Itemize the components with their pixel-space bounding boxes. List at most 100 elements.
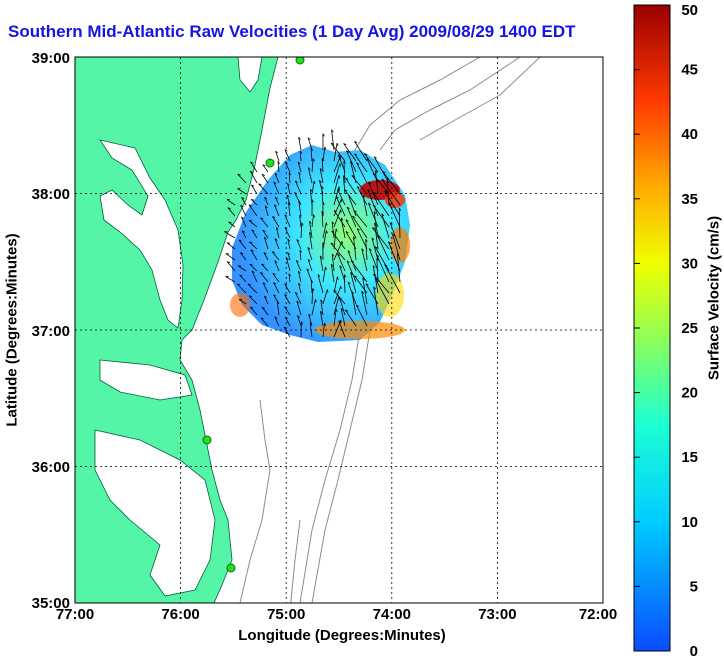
- velocity-arrow-head: [338, 175, 341, 179]
- velocity-arrow-head: [337, 253, 341, 256]
- velocity-arrow: [354, 153, 368, 173]
- velocity-arrow-head: [287, 183, 290, 186]
- colorbar-tick-label: 50: [681, 2, 698, 19]
- velocity-arrow: [352, 215, 368, 239]
- velocity-arrow: [386, 177, 390, 206]
- velocity-arrow: [362, 277, 368, 305]
- velocity-arrow: [322, 146, 326, 162]
- velocity-arrow: [320, 299, 324, 316]
- velocity-arrow-head: [241, 216, 245, 220]
- velocity-arrow: [283, 326, 291, 338]
- velocity-arrow-head: [248, 219, 253, 222]
- velocity-arrow-head: [284, 294, 288, 297]
- velocity-arrow-head: [273, 282, 277, 285]
- velocity-arrow-head: [239, 274, 243, 277]
- velocity-arrow: [240, 204, 247, 217]
- velocity-arrow: [343, 274, 346, 294]
- velocity-arrow-head: [315, 299, 317, 303]
- velocity-arrow: [274, 197, 280, 206]
- y-tick-label: 36:00: [32, 459, 70, 476]
- velocity-arrow: [381, 178, 401, 206]
- velocity-arrow-head: [319, 179, 322, 183]
- velocity-arrow: [337, 154, 346, 173]
- bathymetry-contours: [239, 57, 541, 603]
- velocity-arrow: [276, 301, 280, 316]
- velocity-arrow-head: [251, 184, 255, 187]
- velocity-arrow: [241, 216, 247, 228]
- velocity-arrow: [264, 197, 269, 206]
- velocity-arrow: [368, 181, 379, 206]
- velocity-arrow-head: [377, 235, 381, 239]
- velocity-arrow: [274, 316, 280, 327]
- map-axes: [74, 56, 604, 604]
- velocity-arrow: [295, 260, 302, 272]
- velocity-arrow: [311, 288, 314, 305]
- velocity-arrow-head: [346, 206, 350, 210]
- velocity-arrow-head: [286, 194, 290, 198]
- velocity-arrow: [272, 216, 280, 228]
- velocity-arrow-head: [312, 288, 315, 292]
- velocity-arrow-head: [398, 207, 402, 211]
- velocity-arrow-head: [308, 167, 311, 171]
- velocity-arrow: [331, 221, 335, 239]
- velocity-arrow-head: [348, 195, 352, 199]
- velocity-arrow-head: [356, 228, 360, 231]
- velocity-arrow-head: [330, 263, 334, 267]
- y-tick-label: 37:00: [32, 323, 70, 340]
- velocity-arrow: [355, 304, 368, 327]
- velocity-arrow-head: [338, 296, 340, 301]
- velocity-arrow-head: [373, 273, 377, 276]
- velocity-arrow-head: [298, 270, 301, 274]
- velocity-arrow: [237, 188, 247, 195]
- velocity-arrow-head: [299, 150, 303, 154]
- velocity-arrow: [333, 156, 341, 173]
- velocity-arrow-head: [307, 259, 311, 262]
- velocity-arrow: [249, 263, 258, 272]
- velocity-arrow: [340, 217, 346, 239]
- velocity-arrow: [307, 137, 313, 151]
- velocity-arrow: [251, 270, 258, 283]
- velocity-arrow: [333, 163, 341, 184]
- velocity-arrow: [310, 280, 313, 294]
- velocity-arrow-head: [347, 281, 351, 285]
- velocity-arrow: [248, 204, 258, 217]
- velocity-arrow-head: [365, 283, 369, 286]
- velocity-arrow: [311, 158, 314, 173]
- velocity-arrow-head: [321, 185, 324, 189]
- velocity-arrow: [346, 150, 357, 173]
- velocity-arrow-head: [249, 295, 253, 298]
- velocity-arrow: [236, 283, 247, 294]
- velocity-arrow: [296, 239, 302, 250]
- velocity-arrow: [249, 241, 258, 250]
- velocity-arrow: [275, 150, 280, 162]
- velocity-arrow: [297, 270, 302, 283]
- velocity-arrow-head: [350, 260, 355, 263]
- velocity-arrow: [331, 253, 335, 272]
- velocity-arrow-head: [247, 283, 251, 286]
- velocity-arrow: [333, 228, 337, 250]
- velocity-arrow-head: [274, 260, 278, 263]
- velocity-arrow: [381, 213, 390, 239]
- velocity-arrow: [384, 264, 401, 294]
- velocity-arrow-head: [372, 173, 376, 175]
- velocity-arrow: [284, 306, 291, 316]
- velocity-arrow-head: [250, 249, 254, 252]
- velocity-arrow-head: [381, 178, 385, 181]
- velocity-arrow-head: [309, 220, 312, 224]
- velocity-arrow: [298, 137, 302, 151]
- velocity-arrow-head: [284, 283, 288, 286]
- velocity-arrow-head: [373, 156, 377, 159]
- velocity-arrow: [239, 252, 247, 261]
- velocity-arrow-head: [320, 311, 323, 314]
- velocity-arrow-head: [389, 222, 393, 225]
- velocity-arrow-head: [321, 158, 325, 161]
- velocity-arrow-head: [350, 161, 353, 164]
- velocity-arrow-head: [373, 211, 377, 215]
- velocity-arrow-head: [251, 229, 255, 232]
- velocity-arrow: [226, 199, 236, 206]
- velocity-arrow: [356, 228, 368, 250]
- velocity-arrow-head: [277, 161, 280, 165]
- velocity-arrow: [287, 238, 291, 250]
- velocity-arrow-head: [353, 236, 356, 240]
- velocity-arrow: [287, 183, 291, 195]
